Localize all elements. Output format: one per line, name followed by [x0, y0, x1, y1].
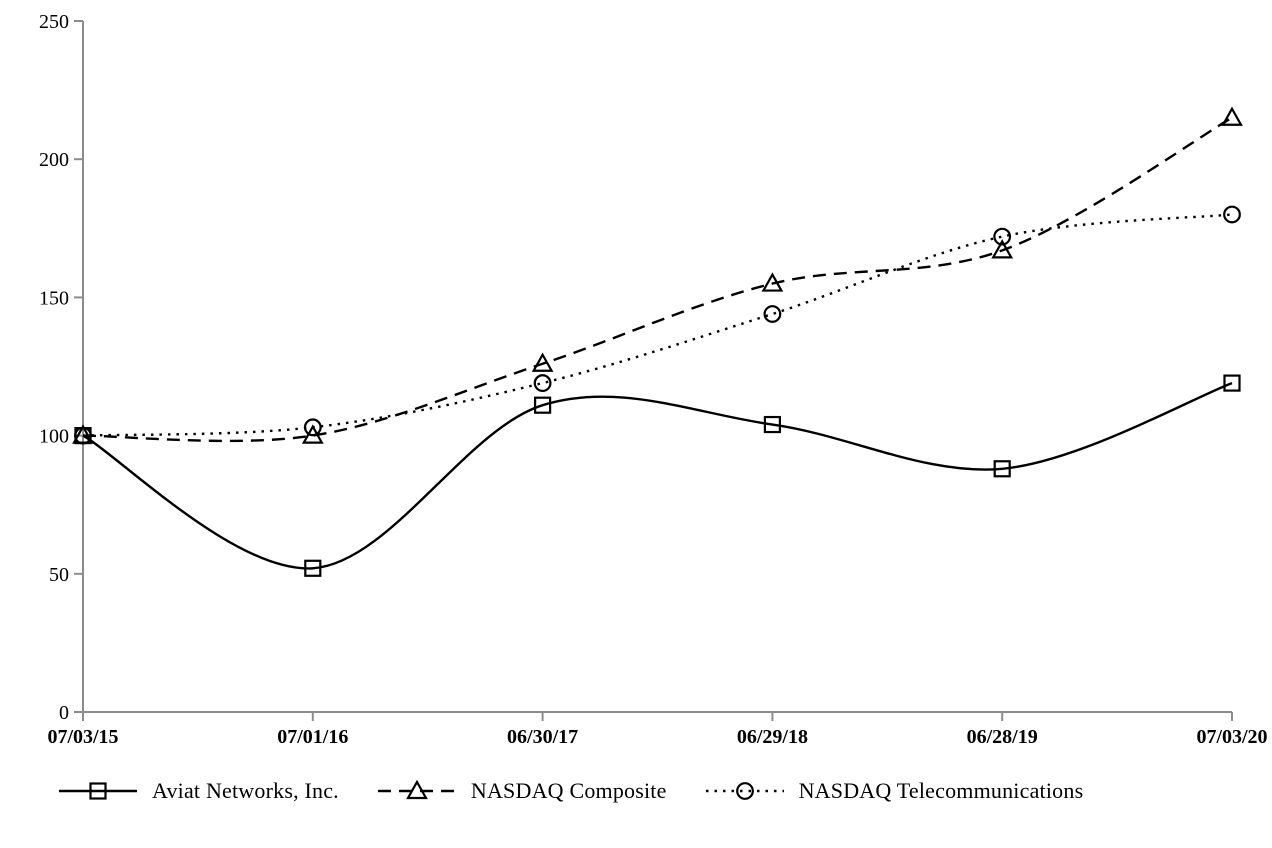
series-1-marker-triangle — [1221, 106, 1243, 126]
series-2-marker-circle — [74, 426, 92, 445]
series-0-marker-square — [533, 396, 552, 414]
legend-marker-square — [89, 782, 107, 800]
series-2-marker-circle — [303, 418, 322, 437]
legend-sample-dashed-line-triangle-marker — [377, 779, 456, 800]
series-0-marker-square — [1223, 374, 1241, 392]
y-axis-tick-label: 0 — [59, 702, 69, 724]
series-0-marker-square — [993, 460, 1011, 478]
series-2-marker-circle — [763, 305, 782, 323]
series-0-marker-square — [763, 415, 782, 434]
legend-sample-solid-line-square-marker — [59, 782, 137, 800]
series-line-0 — [82, 381, 1233, 570]
legend-label-nasdaq-composite: NASDAQ Composite — [470, 778, 667, 803]
series-2-marker-circle — [1223, 205, 1241, 224]
chart-legend: Aviat Networks, Inc. NASDAQ Composite NA… — [58, 778, 1083, 804]
legend-item-nasdaq-composite: NASDAQ Composite — [377, 778, 667, 804]
series-2-marker-circle — [533, 374, 552, 392]
legend-item-aviat-networks: Aviat Networks, Inc. — [58, 778, 339, 804]
y-axis-tick-label: 150 — [39, 287, 69, 309]
legend-sample-dotted-line-circle-marker — [705, 782, 784, 800]
x-axis-tick-label: 06/28/19 — [967, 726, 1038, 748]
y-axis-tick-label: 100 — [39, 426, 69, 448]
legend-marker-circle — [735, 782, 754, 800]
x-axis-tick-label: 07/01/16 — [277, 726, 348, 748]
x-axis-tick-label: 06/30/17 — [507, 726, 578, 748]
legend-label-aviat-networks: Aviat Networks, Inc. — [152, 778, 339, 803]
x-axis-tick-label: 07/03/20 — [1196, 726, 1267, 748]
x-axis-tick-label: 06/29/18 — [737, 726, 808, 748]
series-1-marker-triangle — [991, 239, 1014, 259]
series-0-marker-square — [304, 559, 322, 577]
series-2-marker-circle — [993, 227, 1012, 246]
legend-marker-triangle — [405, 779, 428, 800]
x-axis-tick-label: 07/03/15 — [47, 726, 118, 748]
legend-label-nasdaq-telecommunications: NASDAQ Telecommunications — [798, 778, 1084, 803]
y-axis-tick-label: 200 — [39, 149, 69, 171]
y-axis-tick-label: 50 — [49, 564, 69, 586]
performance-line-chart: 0 50 100 150 200 250 07/03/15 07/01/16 06/30/17 0… — [39, 11, 1268, 748]
series-line-2 — [82, 213, 1233, 437]
series-1-marker-triangle — [761, 272, 784, 292]
series-line-1 — [82, 116, 1233, 443]
series-1-marker-triangle — [531, 352, 554, 372]
y-axis-tick-label: 250 — [39, 11, 69, 33]
legend-item-nasdaq-telecommunications: NASDAQ Telecommunications — [705, 778, 1084, 804]
